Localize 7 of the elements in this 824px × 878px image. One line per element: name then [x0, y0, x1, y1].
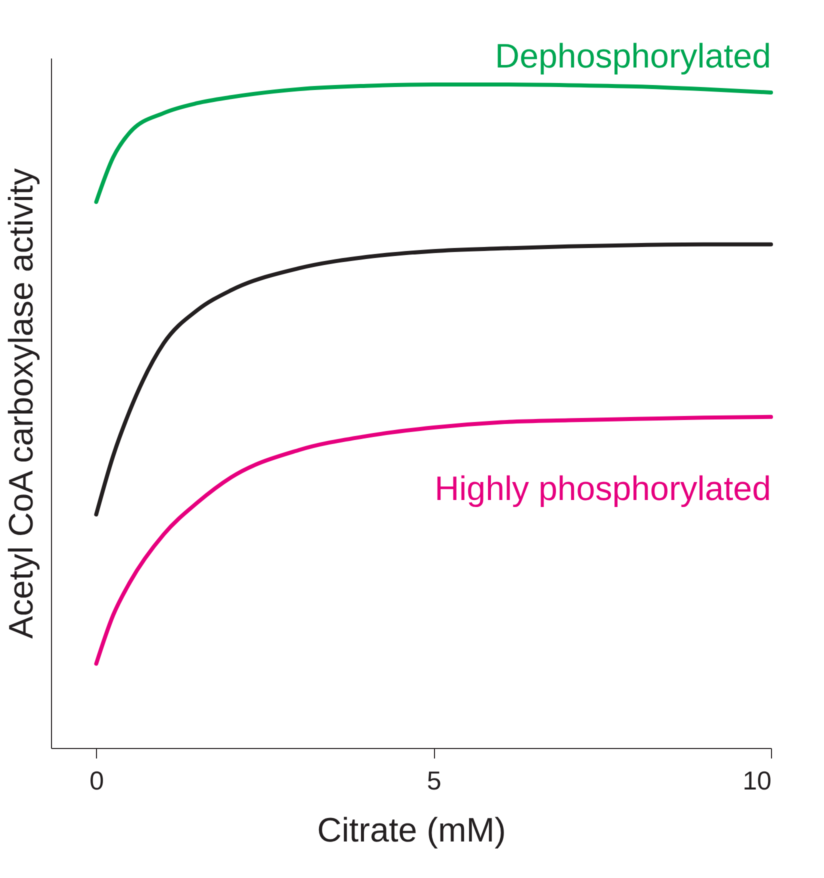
x-tick-label: 5: [426, 766, 442, 796]
series-label: Dephosphorylated: [495, 38, 771, 76]
x-axis-title: Citrate (mM): [317, 812, 506, 850]
series-label: Highly phosphorylated: [434, 470, 771, 508]
y-axis-title: Acetyl CoA carboxylase activity: [2, 168, 40, 639]
x-tick-label: 10: [742, 766, 772, 796]
x-tick-label: 0: [89, 766, 104, 796]
